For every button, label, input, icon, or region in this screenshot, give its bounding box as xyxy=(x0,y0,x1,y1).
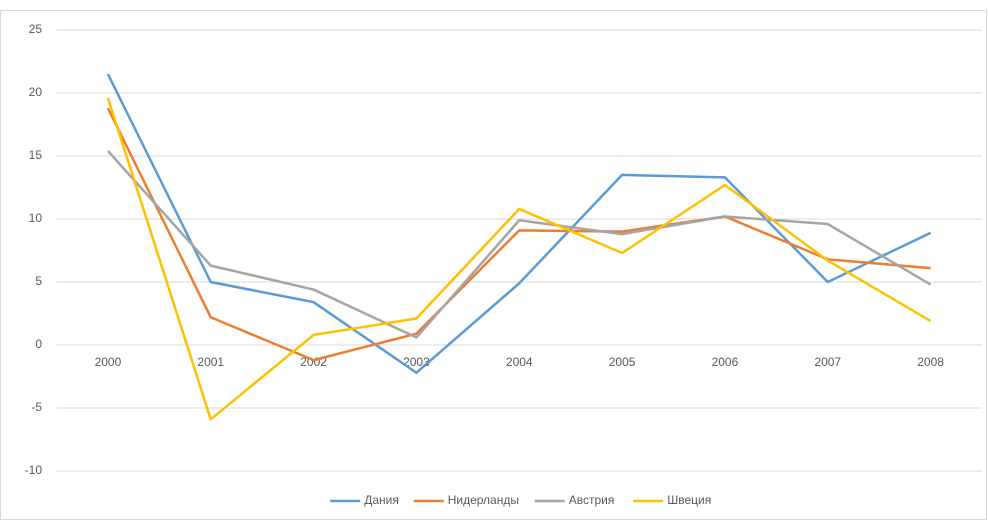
series-line xyxy=(106,150,932,339)
x-tick-label: 2001 xyxy=(197,355,224,369)
x-tick-label: 2004 xyxy=(506,355,533,369)
y-tick-label: -10 xyxy=(25,463,43,477)
legend-label: Швеция xyxy=(667,493,711,507)
y-tick-label: 25 xyxy=(29,22,43,36)
y-tick-label: 15 xyxy=(29,148,43,162)
series-line xyxy=(106,73,932,374)
y-tick-label: 20 xyxy=(29,85,43,99)
chart-border xyxy=(0,10,987,520)
x-tick-label: 2006 xyxy=(712,355,739,369)
y-tick-label: 5 xyxy=(35,274,42,288)
series-line xyxy=(106,97,932,421)
x-tick-label: 2000 xyxy=(95,355,122,369)
y-tick-label: 0 xyxy=(35,337,42,351)
legend-label: Австрия xyxy=(569,493,615,507)
series-line xyxy=(106,107,931,362)
y-tick-label: 10 xyxy=(29,211,43,225)
x-tick-label: 2005 xyxy=(609,355,636,369)
legend-label: Нидерланды xyxy=(448,493,519,507)
legend-label: Дания xyxy=(364,493,399,507)
x-tick-label: 2008 xyxy=(917,355,944,369)
y-tick-label: -5 xyxy=(31,400,42,414)
x-tick-label: 2007 xyxy=(814,355,841,369)
